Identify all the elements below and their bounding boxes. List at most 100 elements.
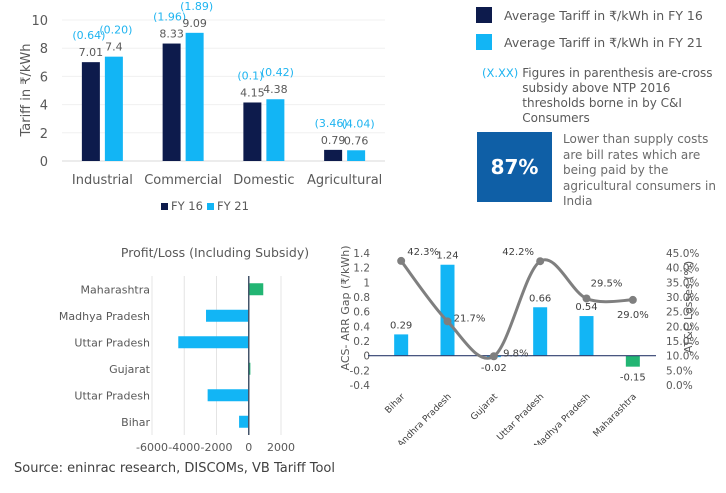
atc-value-label: 21.7% [454, 313, 486, 324]
bar-fy16 [324, 149, 343, 161]
bar-fy21 [104, 56, 123, 161]
bar-value-label: 7.01 [79, 46, 104, 59]
gap-bar [394, 334, 409, 356]
state-label: Uttar Pradesh [495, 392, 546, 443]
y-tick-label: -0.2 [350, 365, 371, 377]
cross-subsidy-label: (1.96) [153, 11, 186, 24]
legend-fy21: Average Tariff in ₹/kWh in FY 21 [476, 34, 703, 50]
tariff-bar-chart: 0 2 4 6 8 10 Tariff in ₹/kWh 7.01 (0.64)7.4 (0.… [19, 0, 385, 213]
gap-value-label: -0.02 [481, 363, 507, 374]
y2-tick-label: 35.0% [666, 277, 699, 289]
y2-tick-label: 5.0% [666, 365, 693, 377]
bar-value-label: 0.76 [344, 134, 369, 147]
state-label: Uttar Pradesh [74, 336, 150, 349]
legend-fy16-label: Average Tariff in ₹/kWh in FY 16 [504, 7, 703, 23]
atc-value-label: 42.3% [407, 247, 439, 258]
legend-fy21-label: Average Tariff in ₹/kWh in FY 21 [504, 34, 703, 50]
category-label: Industrial [72, 173, 133, 188]
atc-y2-axis-label: AT&C Losses (%) [682, 261, 695, 353]
y-tick-label: 0.2 [353, 336, 370, 348]
cross-subsidy-label: (0.1) [237, 69, 263, 82]
gap-value-label: -0.15 [620, 373, 646, 384]
profit-loss-bar [248, 362, 251, 375]
x-tick-label: 0 [245, 441, 252, 454]
profit-loss-bar [206, 309, 249, 322]
tariff-x-axis: Industrial Commercial Domestic Agricultural [72, 173, 382, 188]
y-tick-label: 2 [40, 127, 48, 142]
bar-fy16 [81, 62, 100, 162]
bar-value-label: 4.38 [263, 83, 288, 96]
cross-subsidy-note: (X.XX) Figures in parenthesis are-cross … [482, 66, 722, 126]
atc-point [536, 257, 545, 266]
tariff-y-axis: 0 2 4 6 8 10 [31, 14, 48, 170]
y2-tick-label: 0.0% [666, 380, 693, 392]
y-tick-label: 0 [40, 155, 48, 170]
profit-loss-chart: Profit/Loss (Including Subsidy) Maharash… [59, 245, 309, 454]
acs-arr-bars: 0.29 1.24 -0.02 0.66 0.54 -0.15 [368, 251, 656, 384]
y-tick-label: 1.4 [353, 248, 370, 260]
atc-point [582, 294, 591, 303]
gap-value-label: 1.24 [436, 251, 458, 262]
profit-loss-gridlines [151, 276, 282, 435]
category-label: Domestic [233, 173, 294, 188]
bar-value-label: 7.4 [105, 41, 123, 54]
gap-bar [625, 355, 640, 367]
y2-tick-label: 25.0% [666, 307, 699, 319]
state-label: Gujarat [109, 363, 151, 376]
atc-value-label: 9.8% [503, 348, 528, 359]
state-label: Uttar Pradesh [74, 389, 150, 402]
acs-arr-gap-chart: ACS- ARR Gap (₹/kWh) AT&C Losses (%) 1.4… [339, 245, 699, 445]
acs-arr-y-axis-label: ACS- ARR Gap (₹/kWh) [339, 245, 352, 370]
bar-fy21 [185, 32, 204, 162]
y2-tick-label: 20.0% [666, 321, 699, 333]
category-label: Agricultural [307, 173, 382, 188]
state-label: Bihar [384, 392, 408, 416]
bar-value-label: 4.15 [240, 86, 265, 99]
profit-loss-bar [239, 415, 249, 428]
y-tick-label: 0.4 [353, 321, 370, 333]
gap-value-label: 0.54 [575, 302, 597, 313]
bar-value-label: 0.79 [321, 134, 346, 147]
acs-arr-y-axis: 1.4 1.2 1 0.8 0.6 0.4 0.2 0 -0.2 -0.4 [350, 248, 371, 392]
state-label: Maharashtra [81, 283, 151, 296]
tariff-y-axis-label: Tariff in ₹/kWh [19, 43, 34, 137]
state-label: Maharashtra [592, 392, 639, 439]
bar-fy16 [162, 43, 181, 162]
state-label: Gujarat [469, 392, 500, 423]
bar-fy21 [266, 99, 285, 161]
gap-value-label: 0.66 [529, 293, 551, 304]
legend-fy21-swatch [476, 34, 492, 50]
legend-fy16-swatch [476, 7, 492, 23]
y-tick-label: 0.8 [353, 292, 370, 304]
bar-fy16 [243, 102, 262, 161]
profit-loss-x-axis: -6000 -4000 -2000 0 2000 [136, 441, 295, 454]
x-tick-label: -6000 [136, 441, 168, 454]
profit-loss-bar [178, 336, 249, 349]
atc-value-label: 42.2% [502, 247, 534, 258]
atc-line-path [399, 258, 633, 360]
gap-bar [533, 307, 548, 356]
atc-value-label: 29.5% [591, 278, 623, 289]
tariff-legend: FY 16 FY 21 [161, 199, 249, 213]
bar-fy21 [347, 150, 366, 161]
y2-tick-label: 45.0% [666, 248, 699, 260]
y-tick-label: 0.6 [353, 307, 370, 319]
kpi-description: Lower than supply costs are bill rates w… [563, 132, 716, 208]
y-tick-label: 1 [363, 277, 370, 289]
atc-point [628, 295, 637, 304]
category-label: Commercial [144, 173, 222, 188]
source-note: Source: eninrac research, DISCOMs, VB Ta… [14, 461, 336, 476]
y2-tick-label: 30.0% [666, 292, 699, 304]
y2-tick-label: 40.0% [666, 263, 699, 275]
atc-point [443, 317, 452, 326]
y-tick-label: 6 [40, 70, 48, 85]
cross-subsidy-label: (1.89) [180, 0, 213, 13]
x-tick-label: 2000 [267, 441, 295, 454]
atc-y2-axis: 45.0% 40.0% 35.0% 30.0% 25.0% 20.0% 15.0% 10.0%… [666, 248, 699, 392]
y-tick-label: 10 [31, 14, 48, 29]
y-tick-label: 1.2 [353, 263, 370, 275]
profit-loss-bars: Maharashtra Madhya Pradesh Uttar Pradesh Gu… [59, 283, 264, 429]
y-tick-label: 8 [40, 42, 48, 57]
bar-value-label: 9.09 [182, 17, 207, 30]
bar-value-label: 8.33 [159, 28, 184, 41]
